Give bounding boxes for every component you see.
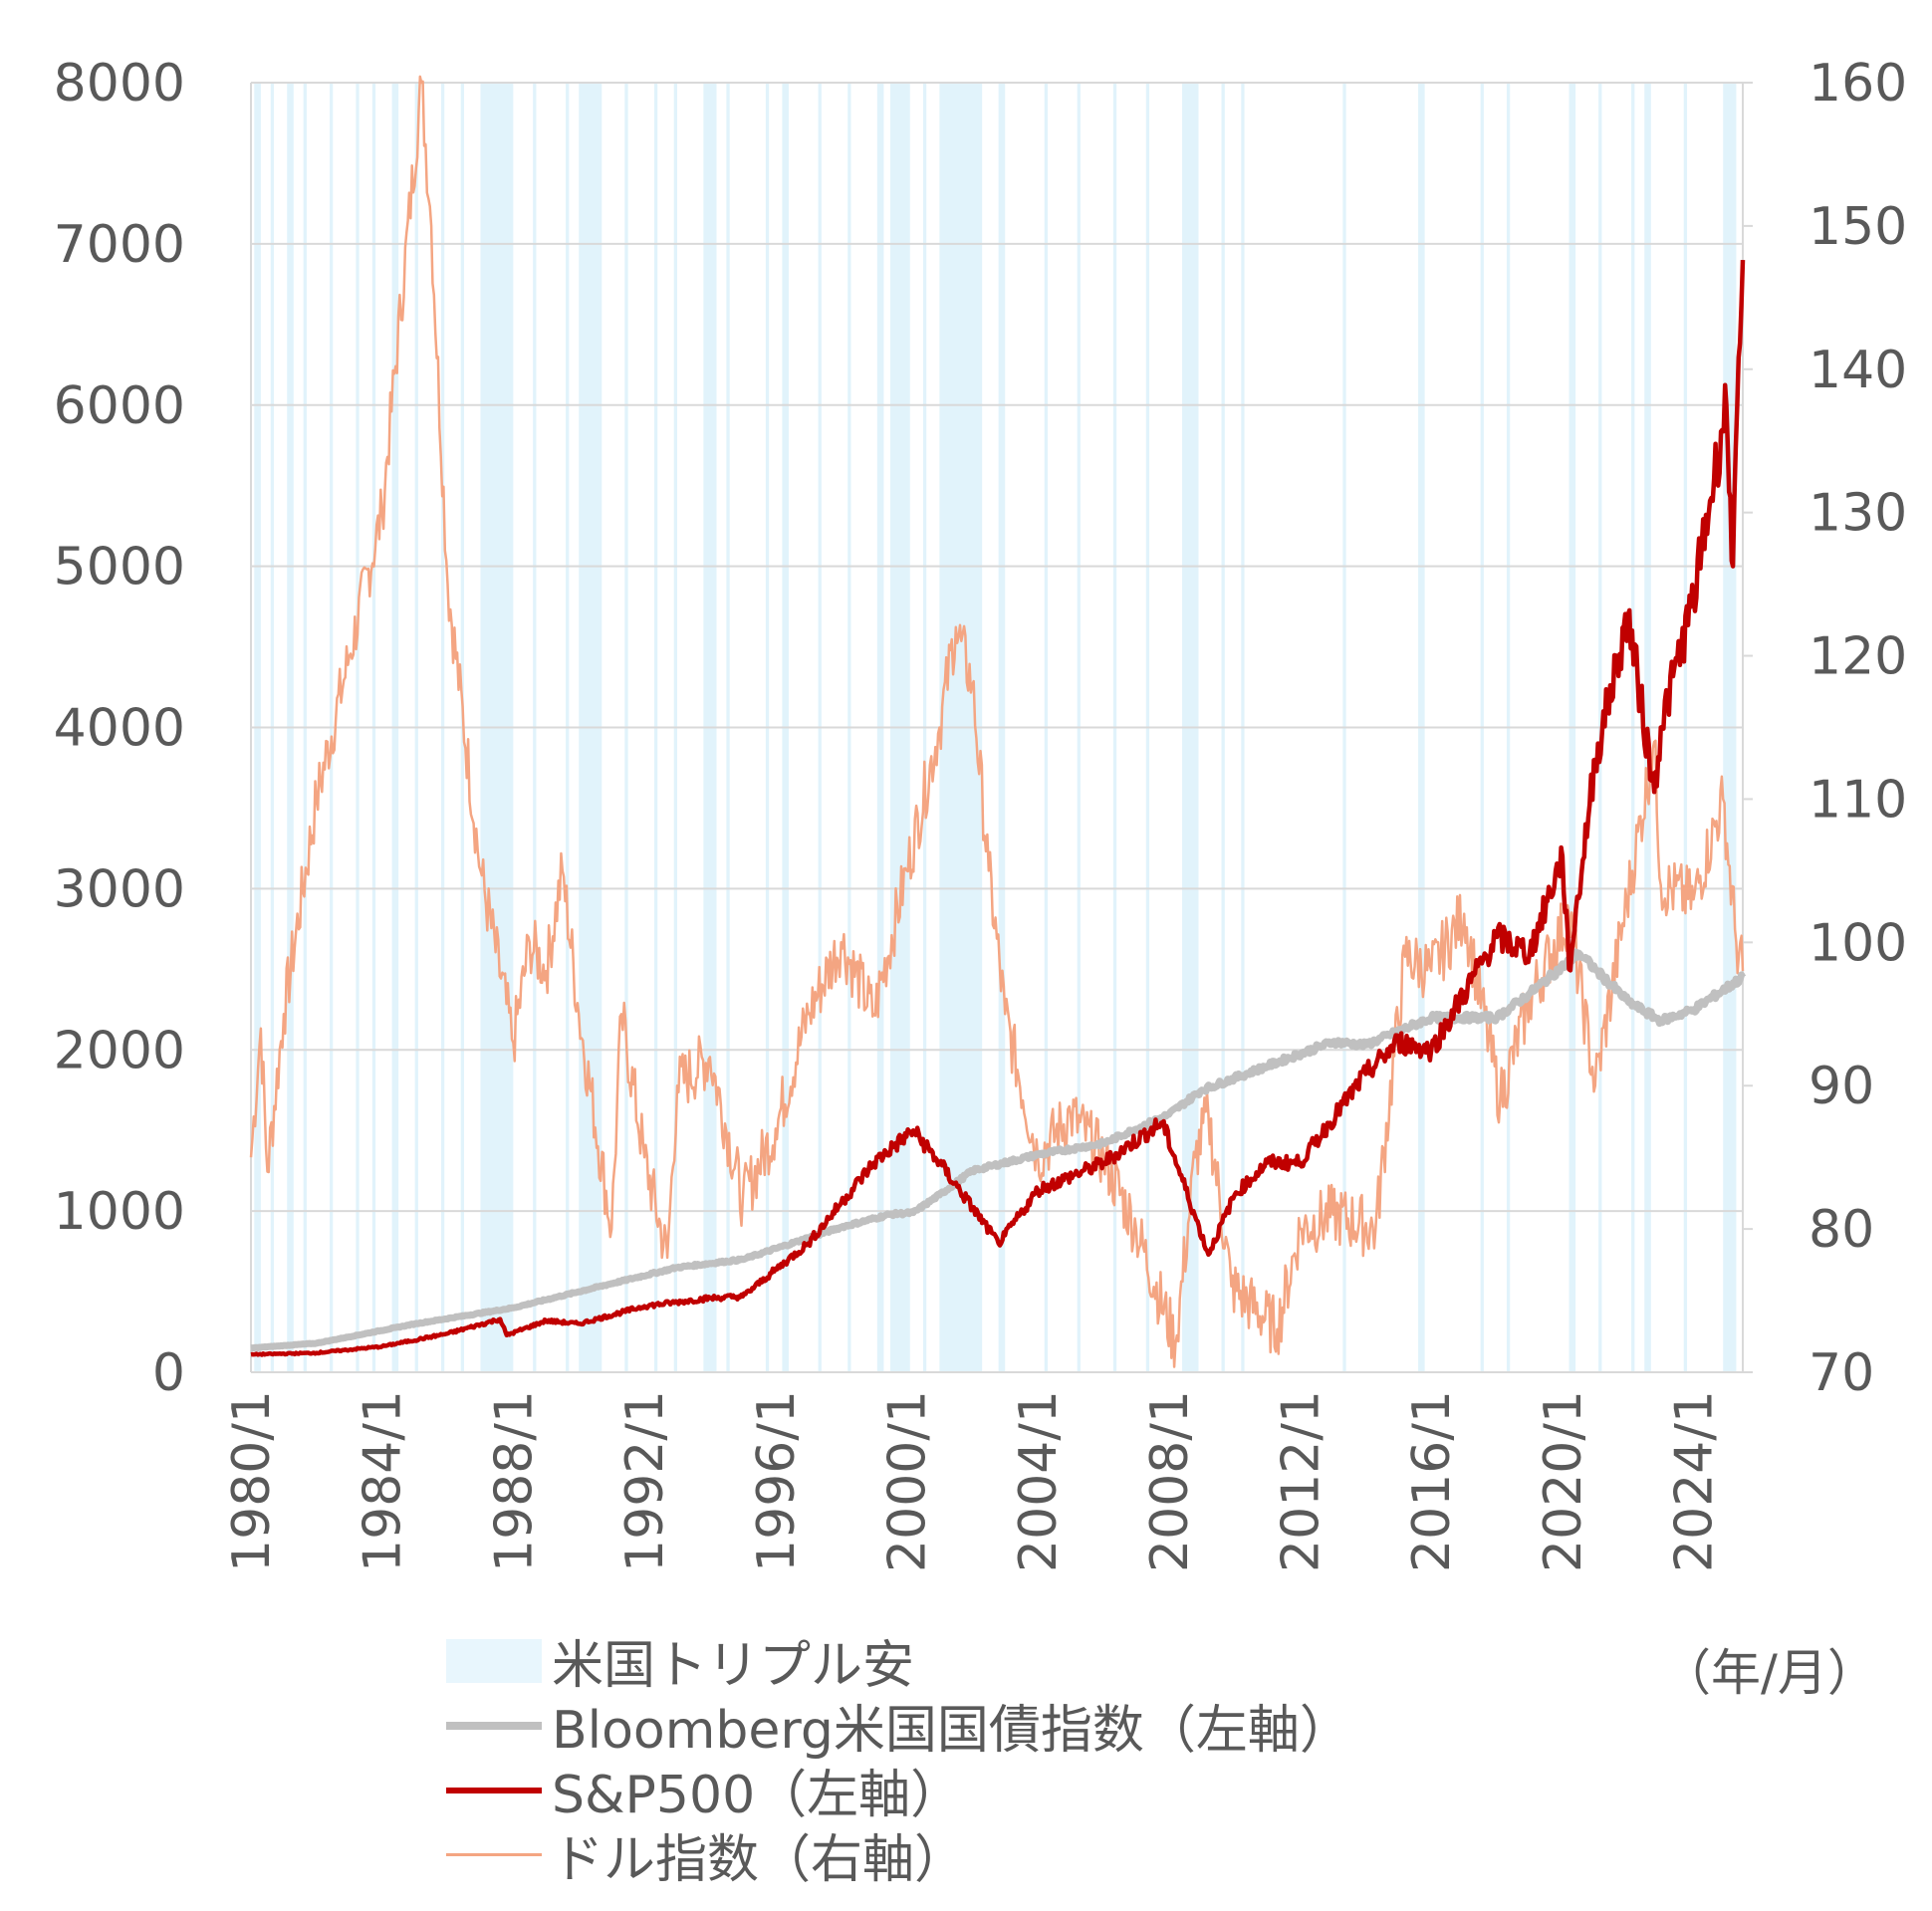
x-tick-label: 1984/1: [354, 1390, 413, 1572]
y-right-tick-label: 70: [1809, 1343, 1874, 1403]
y-left-tick-label: 0: [152, 1343, 185, 1403]
y-right-tick-label: 150: [1809, 197, 1907, 257]
legend-swatch-line: [446, 1787, 542, 1793]
series-line-treasury: [248, 948, 1747, 1352]
y-right-tick-label: 80: [1809, 1200, 1874, 1260]
x-tick-label: 1988/1: [484, 1390, 544, 1572]
x-unit-label: （年/月）: [1661, 1644, 1877, 1702]
x-tick-label: 2000/1: [877, 1390, 937, 1572]
legend-label: ドル指数（右軸）: [552, 1830, 967, 1890]
legend-label: 米国トリプル安: [552, 1636, 915, 1696]
x-tick-label: 1992/1: [615, 1390, 675, 1572]
y-left-tick-label: 3000: [54, 859, 185, 919]
y-right-tick-label: 160: [1809, 54, 1907, 114]
y-left-tick-label: 2000: [54, 1021, 185, 1080]
series-line-dollar-index: [249, 75, 1745, 1368]
y-right-tick-label: 140: [1809, 341, 1907, 400]
legend-item-treasury: Bloomberg米国国債指数（左軸）: [446, 1693, 1351, 1761]
y-left-tick-label: 4000: [54, 699, 185, 759]
legend-swatch-line: [446, 1853, 542, 1856]
x-tick-label: 2020/1: [1534, 1390, 1593, 1572]
legend-swatch-line: [446, 1721, 542, 1730]
legend-label: S&P500（左軸）: [552, 1766, 963, 1825]
y-left-tick-label: 8000: [54, 54, 185, 114]
y-left-tick-label: 1000: [54, 1182, 185, 1242]
y-left-tick-label: 5000: [54, 538, 185, 597]
legend-label: Bloomberg米国国債指数（左軸）: [552, 1701, 1351, 1761]
x-tick-label: 2016/1: [1402, 1390, 1462, 1572]
y-left-tick-label: 6000: [54, 376, 185, 436]
y-right-tick-label: 120: [1809, 627, 1907, 687]
series-line-sp500: [250, 260, 1746, 1357]
x-tick-label: 2004/1: [1009, 1390, 1069, 1572]
x-tick-label: 2024/1: [1665, 1390, 1725, 1572]
y-right-tick-label: 100: [1809, 913, 1907, 973]
x-tick-label: 2008/1: [1140, 1390, 1200, 1572]
y-right-tick-label: 130: [1809, 484, 1907, 544]
x-tick-label: 1996/1: [747, 1390, 807, 1572]
y-right-tick-label: 90: [1809, 1057, 1874, 1116]
x-tick-label: 1980/1: [222, 1390, 282, 1572]
y-left-tick-label: 7000: [54, 215, 185, 275]
x-tick-label: 2012/1: [1272, 1390, 1331, 1572]
legend-item-sp500: S&P500（左軸）: [446, 1758, 1351, 1825]
legend-item-triple-decline: 米国トリプル安: [446, 1628, 1351, 1696]
legend: 米国トリプル安 Bloomberg米国国債指数（左軸） S&P500（左軸） ド…: [446, 1628, 1351, 1890]
y-right-tick-label: 110: [1809, 770, 1907, 830]
legend-swatch-shade: [446, 1638, 542, 1683]
legend-item-dollar: ドル指数（右軸）: [446, 1822, 1351, 1890]
